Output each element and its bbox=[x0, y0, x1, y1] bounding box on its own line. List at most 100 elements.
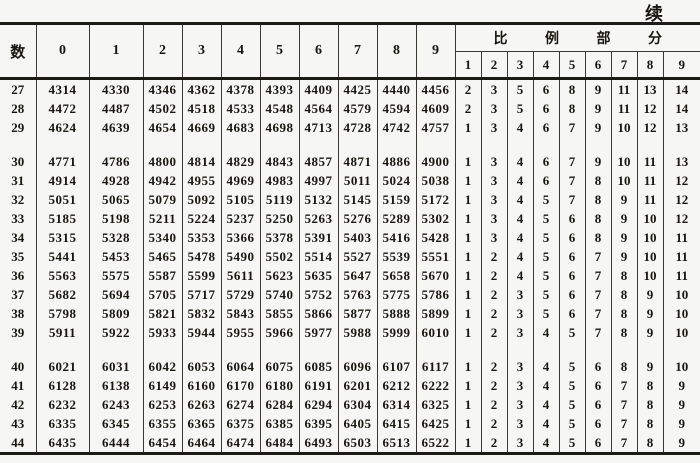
mantissa-cell: 4969 bbox=[220, 171, 260, 190]
pp-cell: 8 bbox=[584, 190, 611, 209]
mantissa-cell: 5328 bbox=[88, 228, 143, 247]
mantissa-cell: 4669 bbox=[181, 118, 221, 137]
mantissa-cell: 5798 bbox=[35, 304, 89, 323]
row-number-cell: 34 bbox=[11, 230, 25, 245]
log-table-row: 30 4771 4786 4800 4814 4829 4843 4857 4871 4886 49… bbox=[0, 152, 700, 171]
log-table-row: 43 6335 6345 6355 6365 6375 6385 6395 6405 6415 64… bbox=[0, 414, 700, 433]
pp-cell: 4 bbox=[506, 266, 533, 285]
pp-cell: 2 bbox=[480, 357, 507, 376]
spacer-cell bbox=[415, 342, 455, 357]
pp-cell: 8 bbox=[558, 78, 585, 99]
pp-cell: 7 bbox=[558, 118, 585, 137]
mantissa-cell: 5105 bbox=[220, 190, 260, 209]
pp-cell: 11 bbox=[662, 228, 700, 247]
row-number-cell: 28 bbox=[11, 101, 25, 116]
pp-cell: 3 bbox=[480, 209, 507, 228]
mantissa-cell: 4928 bbox=[88, 171, 143, 190]
spacer-cell bbox=[181, 342, 221, 357]
mantissa-cell: 6355 bbox=[142, 414, 182, 433]
pp-cell: 5 bbox=[532, 266, 559, 285]
log-table-body: 27 4314 4330 4346 4362 4378 4393 4409 4425 4440 44… bbox=[0, 78, 700, 454]
pp-cell: 3 bbox=[480, 152, 507, 171]
mantissa-cell: 4742 bbox=[376, 118, 416, 137]
row-number-cell: 31 bbox=[11, 173, 25, 188]
log-table-row: 32 5051 5065 5079 5092 5105 5119 5132 5145 5159 51… bbox=[0, 190, 700, 209]
spacer-cell bbox=[0, 137, 36, 152]
mantissa-cell: 6096 bbox=[337, 357, 377, 376]
pp-cell: 11 bbox=[636, 152, 663, 171]
mantissa-cell: 5302 bbox=[415, 209, 455, 228]
pp-cell: 3 bbox=[480, 78, 507, 99]
mantissa-cell: 6335 bbox=[35, 414, 89, 433]
pp-cell: 9 bbox=[610, 209, 637, 228]
mantissa-cell: 6314 bbox=[376, 395, 416, 414]
pp-cell: 7 bbox=[584, 323, 611, 342]
mantissa-cell: 5092 bbox=[181, 190, 221, 209]
pp-column-header: 6 bbox=[584, 51, 611, 80]
pp-cell: 7 bbox=[584, 247, 611, 266]
pp-cell: 5 bbox=[506, 99, 533, 118]
log-table-row: 29 4624 4639 4654 4669 4683 4698 4713 4728 4742 47… bbox=[0, 118, 700, 137]
spacer-cell bbox=[376, 137, 416, 152]
mantissa-cell: 4757 bbox=[415, 118, 455, 137]
mantissa-cell: 6263 bbox=[181, 395, 221, 414]
mantissa-cell: 5966 bbox=[259, 323, 299, 342]
mantissa-cell: 6395 bbox=[298, 414, 338, 433]
spacer-cell bbox=[88, 137, 143, 152]
row-number-cell: 41 bbox=[11, 378, 25, 393]
pp-cell: 12 bbox=[662, 209, 700, 228]
mantissa-cell: 6385 bbox=[259, 414, 299, 433]
mantissa-cell: 6425 bbox=[415, 414, 455, 433]
spacer-cell bbox=[35, 342, 89, 357]
pp-cell: 9 bbox=[636, 357, 663, 376]
pp-cell: 7 bbox=[584, 304, 611, 323]
mantissa-cell: 5250 bbox=[259, 209, 299, 228]
mantissa-cell: 4983 bbox=[259, 171, 299, 190]
pp-cell: 4 bbox=[532, 395, 559, 414]
pp-cell: 8 bbox=[610, 304, 637, 323]
mantissa-cell: 5647 bbox=[337, 266, 377, 285]
row-number-cell: 27 bbox=[11, 82, 25, 97]
spacer-cell bbox=[220, 137, 260, 152]
pp-cell: 8 bbox=[636, 376, 663, 395]
mantissa-cell: 5132 bbox=[298, 190, 338, 209]
pp-cell: 11 bbox=[636, 190, 663, 209]
pp-cell: 14 bbox=[662, 99, 700, 118]
pp-cell: 10 bbox=[662, 323, 700, 342]
mantissa-cell: 5866 bbox=[298, 304, 338, 323]
digit-column-header: 7 bbox=[337, 23, 377, 80]
log-table-row: 28 4472 4487 4502 4518 4533 4548 4564 4579 4594 46… bbox=[0, 99, 700, 118]
mantissa-cell: 6405 bbox=[337, 414, 377, 433]
pp-cell: 5 bbox=[532, 247, 559, 266]
pp-column-header: 5 bbox=[558, 51, 585, 80]
mantissa-cell: 4886 bbox=[376, 152, 416, 171]
mantissa-cell: 5855 bbox=[259, 304, 299, 323]
pp-cell: 13 bbox=[662, 152, 700, 171]
mantissa-cell: 4900 bbox=[415, 152, 455, 171]
pp-cell: 6 bbox=[532, 118, 559, 137]
mantissa-cell: 6503 bbox=[337, 433, 377, 454]
pp-cell: 6 bbox=[532, 78, 559, 99]
pp-cell: 1 bbox=[454, 152, 481, 171]
pp-cell: 10 bbox=[662, 304, 700, 323]
mantissa-cell: 5599 bbox=[181, 266, 221, 285]
mantissa-cell: 5911 bbox=[35, 323, 89, 342]
mantissa-cell: 5490 bbox=[220, 247, 260, 266]
pp-cell: 2 bbox=[480, 247, 507, 266]
pp-column-header: 3 bbox=[506, 51, 533, 80]
mantissa-cell: 5079 bbox=[142, 190, 182, 209]
pp-cell: 6 bbox=[558, 209, 585, 228]
mantissa-cell: 6365 bbox=[181, 414, 221, 433]
pp-column-header: 2 bbox=[480, 51, 507, 80]
pp-cell: 4 bbox=[532, 433, 559, 454]
log-table-row: 34 5315 5328 5340 5353 5366 5378 5391 5403 5416 54… bbox=[0, 228, 700, 247]
pp-cell: 8 bbox=[610, 323, 637, 342]
mantissa-cell: 6513 bbox=[376, 433, 416, 454]
spacer-cell bbox=[584, 137, 611, 152]
mantissa-cell: 4425 bbox=[337, 78, 377, 99]
mantissa-cell: 5563 bbox=[35, 266, 89, 285]
